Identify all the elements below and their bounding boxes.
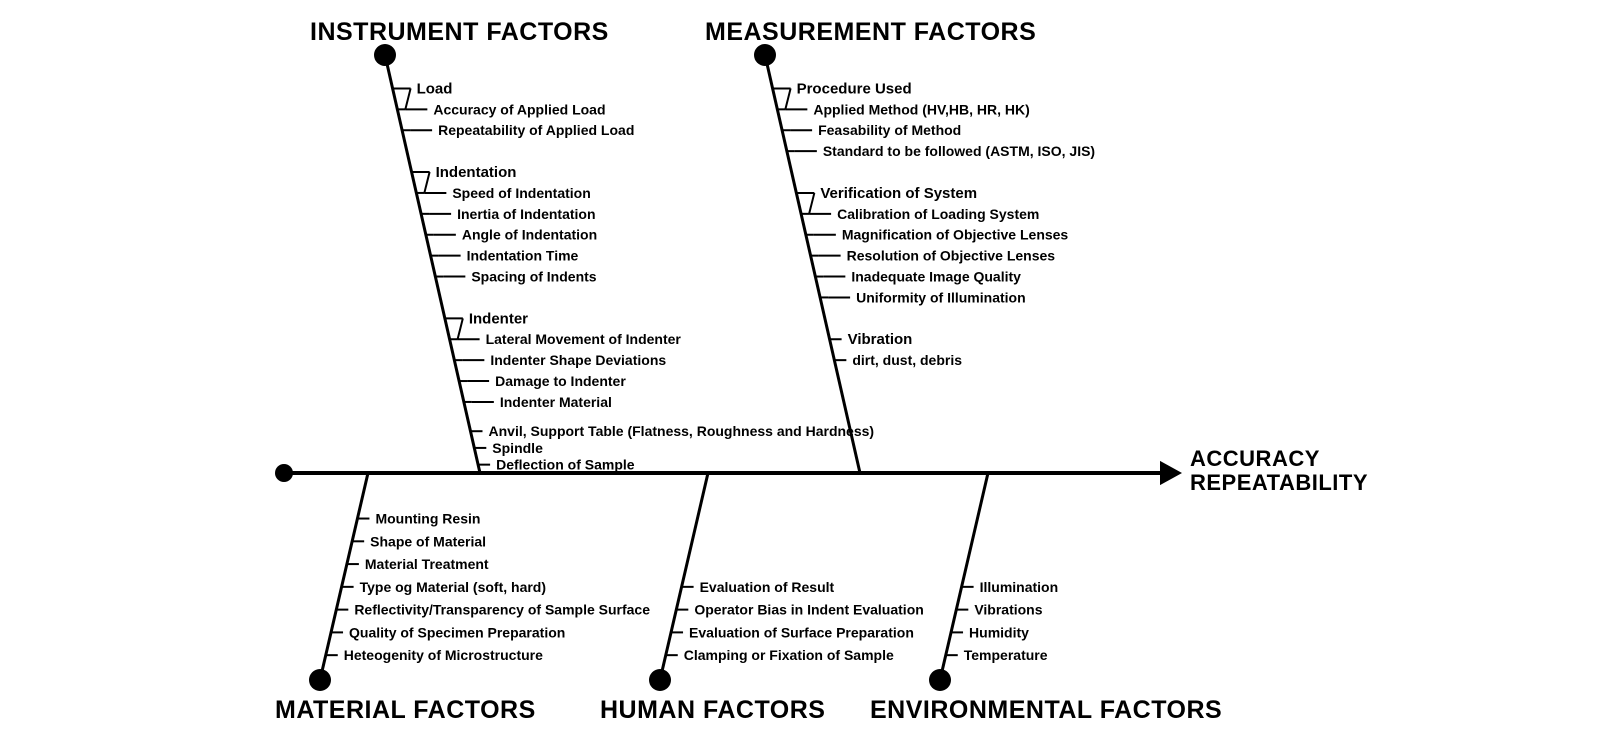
- svg-text:Shape of Material: Shape of Material: [370, 533, 486, 549]
- environmental-title: ENVIRONMENTAL FACTORS: [870, 696, 1222, 724]
- svg-text:Anvil, Support Table (Flatness: Anvil, Support Table (Flatness, Roughnes…: [489, 423, 875, 439]
- svg-text:Evaluation of Result: Evaluation of Result: [700, 579, 835, 595]
- svg-text:Quality of Specimen Preparatio: Quality of Specimen Preparation: [349, 624, 565, 640]
- outcome-line-2: REPEATABILITY: [1190, 470, 1368, 495]
- human-title: HUMAN FACTORS: [600, 696, 825, 724]
- svg-text:Lateral Movement of Indenter: Lateral Movement of Indenter: [486, 331, 682, 347]
- svg-text:Clamping or Fixation of Sample: Clamping or Fixation of Sample: [684, 647, 894, 663]
- instrument-bone: [385, 55, 480, 473]
- svg-text:Operator Bias in Indent Evalua: Operator Bias in Indent Evaluation: [694, 602, 923, 618]
- svg-text:Evaluation of Surface Preparat: Evaluation of Surface Preparation: [689, 624, 914, 640]
- svg-text:Damage to Indenter: Damage to Indenter: [495, 373, 626, 389]
- svg-text:Accuracy of Applied Load: Accuracy of Applied Load: [433, 101, 605, 117]
- svg-text:Vibration: Vibration: [848, 331, 913, 348]
- svg-text:Vibrations: Vibrations: [974, 602, 1042, 618]
- svg-text:Spindle: Spindle: [492, 440, 543, 456]
- fishbone-diagram: ACCURACYREPEATABILITY INSTRUMENT FACTORS L…: [0, 0, 1600, 730]
- svg-text:Material Treatment: Material Treatment: [365, 556, 489, 572]
- svg-text:dirt, dust, debris: dirt, dust, debris: [852, 352, 962, 368]
- outcome-line-1: ACCURACY: [1190, 446, 1320, 471]
- instrument-title: INSTRUMENT FACTORS: [310, 18, 609, 46]
- svg-text:Indenter Shape Deviations: Indenter Shape Deviations: [490, 352, 666, 368]
- svg-text:Reflectivity/Transparency of S: Reflectivity/Transparency of Sample Surf…: [354, 602, 650, 618]
- svg-text:Calibration of Loading System: Calibration of Loading System: [837, 206, 1039, 222]
- svg-text:Standard to be followed (ASTM,: Standard to be followed (ASTM, ISO, JIS): [823, 143, 1095, 159]
- svg-text:Load: Load: [417, 80, 453, 97]
- svg-text:Applied Method (HV,HB, HR, HK): Applied Method (HV,HB, HR, HK): [813, 101, 1029, 117]
- svg-text:Verification of System: Verification of System: [820, 185, 977, 202]
- svg-text:Inadequate Image Quality: Inadequate Image Quality: [851, 269, 1021, 285]
- measurement-title: MEASUREMENT FACTORS: [705, 18, 1036, 46]
- svg-text:Uniformity of Illumination: Uniformity of Illumination: [856, 289, 1026, 305]
- svg-text:Type og Material (soft, hard): Type og Material (soft, hard): [360, 579, 546, 595]
- svg-text:Magnification of Objective Len: Magnification of Objective Lenses: [842, 227, 1069, 243]
- svg-text:Heteogenity of Microstructure: Heteogenity of Microstructure: [344, 647, 543, 663]
- svg-text:Inertia of Indentation: Inertia of Indentation: [457, 206, 595, 222]
- svg-text:Deflection of Sample: Deflection of Sample: [496, 457, 635, 473]
- svg-text:Feasability of Method: Feasability of Method: [818, 122, 961, 138]
- svg-text:Resolution of Objective Lenses: Resolution of Objective Lenses: [847, 248, 1056, 264]
- svg-text:Mounting Resin: Mounting Resin: [375, 511, 480, 527]
- svg-text:Spacing of Indents: Spacing of Indents: [471, 269, 596, 285]
- svg-text:Temperature: Temperature: [964, 647, 1048, 663]
- svg-text:Indenter: Indenter: [469, 310, 528, 327]
- svg-text:Indentation: Indentation: [436, 164, 517, 181]
- svg-text:Indenter Material: Indenter Material: [500, 394, 612, 410]
- svg-text:Indentation Time: Indentation Time: [467, 248, 579, 264]
- material-title: MATERIAL FACTORS: [275, 696, 536, 724]
- svg-text:Angle of Indentation: Angle of Indentation: [462, 227, 597, 243]
- svg-text:Speed of Indentation: Speed of Indentation: [452, 185, 590, 201]
- svg-text:Procedure Used: Procedure Used: [797, 80, 912, 97]
- svg-text:Humidity: Humidity: [969, 624, 1029, 640]
- measurement-bone: [765, 55, 860, 473]
- svg-text:Repeatability of Applied Load: Repeatability of Applied Load: [438, 122, 634, 138]
- svg-text:Illumination: Illumination: [980, 579, 1059, 595]
